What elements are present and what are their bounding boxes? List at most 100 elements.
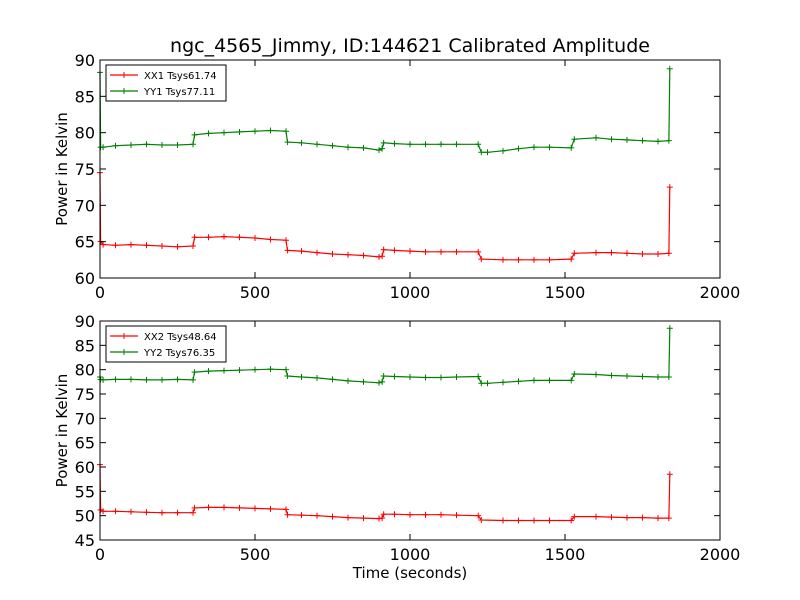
data-point [143, 509, 150, 516]
data-point [666, 184, 673, 191]
data-point [236, 367, 243, 374]
y-tick-label: 55 [75, 482, 95, 501]
series-markers-2 [97, 325, 673, 387]
x-tick-label: 500 [240, 283, 271, 302]
data-point [298, 512, 305, 519]
data-point [453, 373, 460, 380]
data-point [329, 142, 336, 149]
data-point [639, 137, 646, 144]
data-point [422, 374, 429, 381]
data-point [546, 256, 553, 263]
data-point [571, 136, 578, 143]
data-point [407, 373, 413, 380]
data-point [159, 509, 165, 516]
data-point [314, 141, 320, 148]
data-point [236, 128, 243, 135]
data-point [665, 515, 672, 522]
data-point [407, 141, 413, 148]
data-point [190, 243, 196, 250]
data-point [568, 144, 575, 151]
data-point [484, 380, 491, 387]
data-point [515, 378, 522, 385]
data-point [252, 128, 258, 135]
data-point [500, 147, 506, 154]
y-tick-label: 75 [75, 160, 95, 179]
data-point [190, 509, 196, 516]
data-point [655, 373, 661, 380]
data-point [624, 136, 630, 143]
data-point [252, 505, 258, 512]
data-point [379, 378, 386, 385]
y-tick-label: 90 [75, 312, 95, 331]
data-point [531, 256, 537, 263]
x-tick-label: 1000 [390, 545, 431, 564]
data-point [478, 380, 485, 387]
x-tick-label: 0 [95, 283, 105, 302]
legend: XX2 Tsys48.64 YY2 Tsys76.35 [105, 325, 227, 363]
series-line-1 [99, 464, 671, 522]
data-point [376, 253, 382, 260]
data-point [360, 515, 367, 522]
x-tick-label: 1500 [545, 545, 586, 564]
data-point [422, 141, 429, 148]
data-point [593, 134, 599, 141]
data-point [100, 376, 107, 383]
legend-box [105, 325, 227, 363]
data-point [143, 242, 150, 249]
data-point [515, 145, 522, 152]
y-tick-label: 50 [75, 507, 95, 526]
data-point [515, 256, 522, 263]
data-point [478, 256, 485, 263]
data-point [568, 517, 575, 524]
data-point [159, 142, 165, 149]
data-point [191, 131, 198, 138]
data-point [475, 512, 482, 519]
series-markers-2 [97, 65, 673, 156]
data-point [608, 249, 615, 256]
data-point [380, 372, 387, 379]
data-point [568, 256, 575, 263]
data-point [283, 237, 289, 244]
data-point [112, 242, 119, 249]
legend-label-1: XX2 Tsys48.64 [144, 332, 217, 343]
y-tick-label: 45 [75, 531, 95, 550]
data-point [298, 139, 305, 146]
data-point [655, 138, 661, 145]
data-point [221, 504, 227, 511]
data-point [515, 517, 522, 524]
data-point [112, 508, 119, 515]
chart-title: ngc_4565_Jimmy, ID:144621 Calibrated Amp… [170, 35, 650, 57]
legend: XX1 Tsys61.74 YY1 Tsys77.11 [105, 64, 227, 102]
y-tick-label: 70 [75, 196, 95, 215]
y-tick-label: 75 [75, 385, 95, 404]
data-point [205, 130, 212, 137]
data-point [639, 251, 646, 258]
data-point [391, 373, 398, 380]
data-point [284, 511, 291, 518]
data-point [422, 511, 429, 518]
data-point [314, 249, 320, 256]
data-point [267, 127, 274, 134]
data-point [221, 233, 227, 240]
data-point [438, 141, 444, 148]
data-point [329, 376, 336, 383]
data-point [608, 136, 615, 143]
data-point [345, 377, 351, 384]
data-point [267, 505, 274, 512]
data-point [221, 129, 227, 136]
data-point [655, 515, 661, 522]
data-point [283, 506, 289, 513]
data-point [236, 234, 243, 241]
data-point [205, 234, 212, 241]
data-point [475, 373, 482, 380]
y-tick-label: 60 [75, 269, 95, 288]
y-tick-label: 65 [75, 233, 95, 252]
data-point [267, 236, 274, 243]
x-tick-label: 500 [240, 545, 271, 564]
data-point [655, 251, 661, 258]
data-point [360, 144, 367, 151]
legend-label-2: YY1 Tsys77.11 [143, 87, 215, 98]
data-point [174, 376, 181, 383]
data-point [191, 234, 198, 241]
